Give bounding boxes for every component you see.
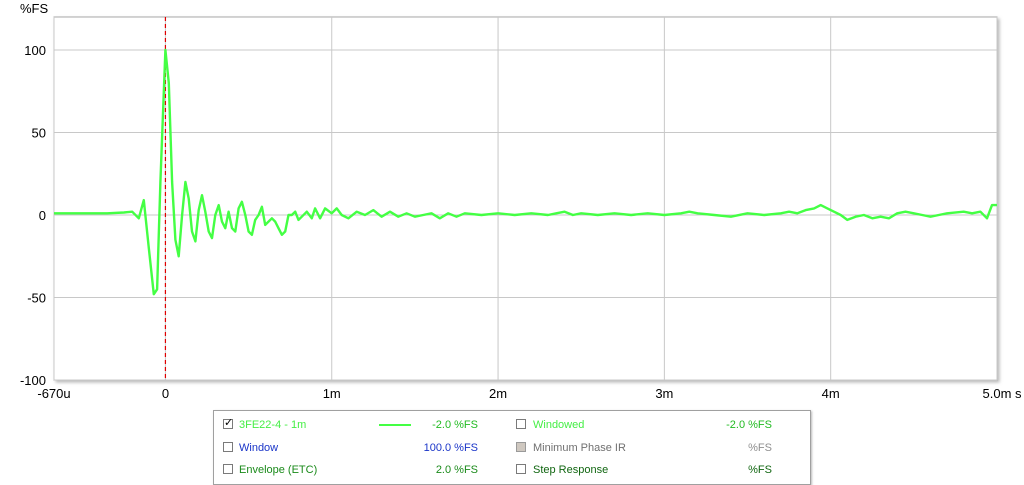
legend-left-2-value: 2.0 %FS [435,464,478,476]
x-tick-label-3: 2m [489,386,507,401]
x-tick-label-0: -670u [37,386,70,401]
x-tick-label-5: 4m [822,386,840,401]
legend-panel: 3FE22-4 - 1m -2.0 %FS Windowed -2.0 %FS Wind… [213,410,811,485]
x-tick-label-1: 0 [162,386,169,401]
legend-right-0-value: -2.0 %FS [726,419,772,431]
legend-right-1-label: Minimum Phase IR [533,442,626,454]
y-tick-label-2: 0 [39,208,46,223]
x-tick-label-4: 3m [655,386,673,401]
legend-left-0-label: 3FE22-4 - 1m [239,419,307,431]
legend-left-0-value: -2.0 %FS [432,419,478,431]
y-tick-label-3: -50 [27,291,46,306]
impulse-response-chart: 100 50 0 -50 -100 -670u 0 1m 2m 3m 4m 5.0m s %FS [20,1,1022,401]
y-tick-label-0: 100 [24,43,46,58]
x-axis-unit-label: s [1015,386,1022,401]
legend-left-2-checkbox[interactable] [223,464,233,474]
legend-left-0-checkbox[interactable] [223,416,233,429]
legend-line-swatch [379,424,411,426]
y-tick-label-4: -100 [20,373,46,388]
y-axis-unit-label: %FS [20,1,49,16]
legend-left-1-label: Window [239,442,279,454]
x-tick-label-2: 1m [323,386,341,401]
legend-right-1-checkbox[interactable] [516,442,526,452]
legend-row-1: Window 100.0 %FS Minimum Phase IR %FS [214,438,810,458]
legend-row-0: 3FE22-4 - 1m -2.0 %FS Windowed -2.0 %FS [214,415,810,435]
x-tick-label-6: 5.0m [983,386,1012,401]
legend-right-2-label: Step Response [533,464,609,476]
grid-lines [53,17,998,381]
legend-left-1-value: 100.0 %FS [423,442,478,454]
legend-right-2-checkbox[interactable] [516,464,526,474]
legend-left-1-checkbox[interactable] [223,442,233,452]
x-axis-ticks: -670u 0 1m 2m 3m 4m 5.0m s [37,386,1022,401]
legend-right-2-value: %FS [748,464,772,476]
plot-area[interactable] [53,16,998,381]
legend-right-1-value: %FS [748,442,772,454]
legend-left-2-label: Envelope (ETC) [239,464,318,476]
legend-right-0-checkbox[interactable] [516,419,526,429]
legend-row-2: Envelope (ETC) 2.0 %FS Step Response %FS [214,460,810,480]
series-group [54,48,997,296]
series-line-0 [54,48,997,296]
y-tick-label-1: 50 [32,126,46,141]
y-axis-ticks: 100 50 0 -50 -100 [20,43,46,388]
legend-right-0-label: Windowed [533,419,585,431]
